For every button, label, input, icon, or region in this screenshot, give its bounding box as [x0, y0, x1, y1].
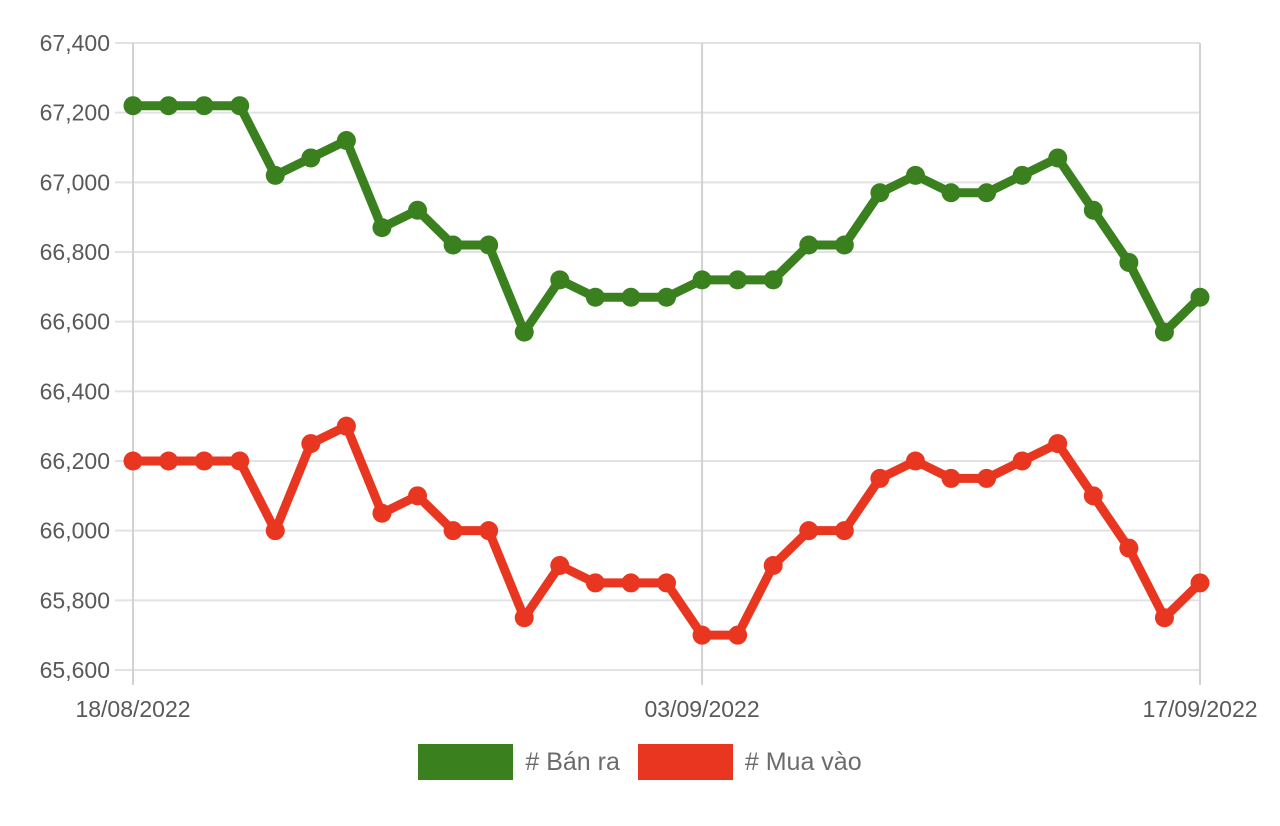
legend-item-mua-vao: # Mua vào — [637, 744, 862, 780]
data-point — [585, 573, 605, 593]
data-point — [301, 434, 321, 454]
x-tick-label: 18/08/2022 — [75, 696, 190, 722]
data-point — [514, 608, 534, 628]
data-point — [265, 521, 285, 541]
data-point — [1190, 287, 1210, 307]
data-point — [834, 521, 854, 541]
data-point — [692, 270, 712, 290]
data-point — [301, 148, 321, 168]
legend-swatch-mua-vao — [637, 744, 733, 780]
legend-label-ban-ra: # Bán ra — [525, 747, 620, 776]
chart-legend: # Bán ra # Mua vào — [0, 744, 1280, 780]
data-point — [763, 556, 783, 575]
y-tick-label: 67,400 — [40, 30, 110, 56]
y-tick-label: 67,000 — [40, 169, 110, 195]
y-tick-label: 66,800 — [40, 239, 110, 265]
data-point — [1154, 322, 1174, 342]
y-tick-label: 66,000 — [40, 518, 110, 544]
data-point — [123, 96, 143, 116]
series-ban-ra — [123, 96, 1210, 342]
y-tick-label: 67,200 — [40, 100, 110, 126]
data-point — [123, 451, 143, 471]
data-point — [1048, 434, 1068, 454]
data-point — [657, 287, 676, 307]
series-mua-vao — [123, 416, 1210, 645]
data-point — [443, 235, 463, 255]
data-point — [230, 451, 250, 471]
data-point — [550, 270, 570, 290]
data-point — [1012, 165, 1032, 185]
data-point — [799, 235, 819, 255]
data-point — [728, 270, 748, 290]
data-point — [977, 468, 997, 488]
data-point — [1154, 608, 1174, 628]
data-point — [1083, 486, 1103, 506]
data-point — [834, 235, 854, 255]
data-point — [657, 573, 676, 593]
data-point — [870, 468, 890, 488]
y-gridlines — [115, 42, 1200, 671]
data-point — [905, 165, 925, 185]
y-tick-label: 66,600 — [40, 309, 110, 335]
x-tick-label: 17/09/2022 — [1142, 696, 1257, 722]
data-point — [159, 96, 179, 116]
chart-canvas: 67,400 67,200 67,000 66,800 66,600 66,400 66,2… — [40, 30, 1258, 722]
y-tick-label: 65,600 — [40, 657, 110, 683]
data-point — [870, 183, 890, 203]
data-point — [336, 416, 356, 436]
y-tick-label: 66,200 — [40, 448, 110, 474]
data-point — [763, 270, 783, 290]
y-tick-label: 66,400 — [40, 378, 110, 404]
data-point — [408, 200, 428, 220]
data-point — [408, 486, 428, 506]
legend-swatch-ban-ra — [418, 744, 514, 780]
data-point — [692, 625, 712, 645]
data-point — [977, 183, 997, 203]
data-point — [372, 218, 392, 238]
data-point — [621, 573, 641, 593]
data-point — [372, 503, 392, 523]
x-tick-label: 03/09/2022 — [645, 696, 760, 722]
data-point — [1190, 573, 1210, 593]
data-point — [194, 96, 214, 116]
x-axis-labels: 18/08/2022 03/09/2022 17/09/2022 — [75, 696, 1257, 722]
data-point — [1119, 538, 1139, 558]
data-point — [941, 468, 961, 488]
legend-label-mua-vao: # Mua vào — [744, 747, 862, 776]
data-point — [159, 451, 179, 471]
data-point — [514, 322, 534, 342]
data-point — [1083, 200, 1103, 220]
data-point — [443, 521, 463, 541]
data-point — [230, 96, 250, 116]
data-point — [621, 287, 641, 307]
legend-item-ban-ra: # Bán ra — [418, 744, 620, 780]
data-point — [1012, 451, 1032, 471]
data-point — [479, 235, 499, 255]
data-point — [799, 521, 819, 541]
data-point — [194, 451, 214, 471]
y-axis-labels: 67,400 67,200 67,000 66,800 66,600 66,400 66,2… — [40, 30, 110, 683]
data-point — [1048, 148, 1068, 168]
data-point — [941, 183, 961, 203]
data-point — [905, 451, 925, 471]
data-point — [336, 131, 356, 151]
y-tick-label: 65,800 — [40, 587, 110, 613]
data-point — [550, 556, 570, 575]
data-point — [479, 521, 499, 541]
data-point — [585, 287, 605, 307]
data-point — [1119, 252, 1139, 272]
data-point — [265, 165, 285, 185]
data-point — [728, 625, 748, 645]
